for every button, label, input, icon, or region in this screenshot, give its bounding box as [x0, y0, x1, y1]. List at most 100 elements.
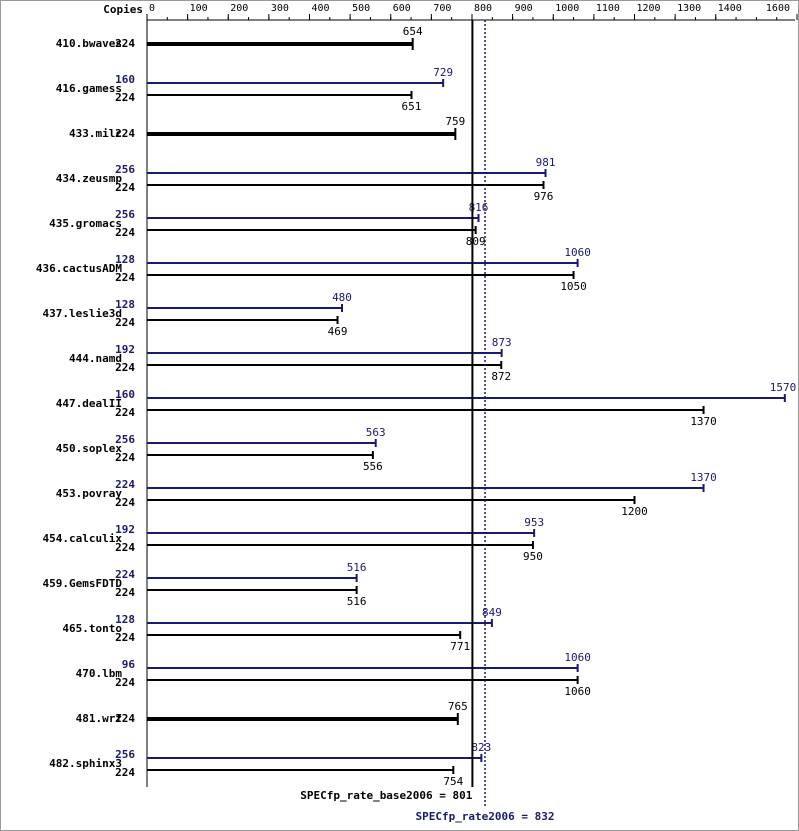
x-tick-label: 400 — [312, 3, 330, 14]
value-label: 849 — [482, 606, 502, 619]
x-tick-label: 200 — [230, 3, 248, 14]
x-tick-label: 1400 — [718, 3, 742, 14]
value-label: 556 — [363, 460, 383, 473]
copies-label: 224 — [115, 496, 135, 509]
copies-label: 192 — [115, 343, 135, 356]
value-label: 1060 — [564, 685, 591, 698]
copies-label: 224 — [115, 361, 135, 374]
copies-label: 160 — [115, 388, 135, 401]
copies-label: 224 — [115, 181, 135, 194]
category-label: 434.zeusmp — [56, 172, 123, 185]
category-label: 444.namd — [69, 352, 122, 365]
copies-label: 128 — [115, 253, 135, 266]
value-label: 950 — [523, 550, 543, 563]
copies-label: 256 — [115, 163, 135, 176]
category-label: 465.tonto — [62, 622, 122, 635]
copies-label: 224 — [115, 226, 135, 239]
copies-label: 224 — [115, 541, 135, 554]
value-label: 759 — [445, 115, 465, 128]
value-label: 771 — [450, 640, 470, 653]
category-label: 447.dealII — [56, 397, 122, 410]
copies-label: 224 — [115, 586, 135, 599]
copies-label: 256 — [115, 208, 135, 221]
copies-label: 128 — [115, 298, 135, 311]
x-tick-label: 600 — [393, 3, 411, 14]
value-label: 873 — [492, 336, 512, 349]
value-label: 654 — [403, 25, 423, 38]
category-label: 437.leslie3d — [43, 307, 122, 320]
value-label: 480 — [332, 291, 352, 304]
copies-label: 224 — [115, 712, 135, 725]
category-label: 436.cactusADM — [36, 262, 122, 275]
value-label: 516 — [347, 561, 367, 574]
copies-label: 128 — [115, 613, 135, 626]
copies-label: 224 — [115, 676, 135, 689]
x-tick-label: 500 — [352, 3, 370, 14]
copies-label: 96 — [122, 658, 136, 671]
value-label: 953 — [524, 516, 544, 529]
copies-label: 256 — [115, 748, 135, 761]
copies-label: 224 — [115, 37, 135, 50]
x-tick-label: 1600 — [766, 3, 790, 14]
value-label: 563 — [366, 426, 386, 439]
reference-label: SPECfp_rate2006 = 832 — [415, 810, 554, 823]
category-label: 482.sphinx3 — [49, 757, 122, 770]
copies-label: 160 — [115, 73, 135, 86]
value-label: 1050 — [560, 280, 587, 293]
copies-label: 224 — [115, 451, 135, 464]
value-label: 809 — [466, 235, 486, 248]
category-label: 454.calculix — [43, 532, 123, 545]
category-label: 481.wrf — [76, 712, 122, 725]
x-tick-label: 100 — [190, 3, 208, 14]
value-label: 729 — [433, 66, 453, 79]
copies-label: 224 — [115, 478, 135, 491]
value-label: 1570 — [770, 381, 797, 394]
category-label: 450.soplex — [56, 442, 123, 455]
x-tick-label: 700 — [433, 3, 451, 14]
x-tick-label: 1000 — [555, 3, 579, 14]
category-label: 453.povray — [56, 487, 123, 500]
value-label: 1370 — [690, 471, 717, 484]
value-label: 872 — [491, 370, 511, 383]
value-label: 469 — [328, 325, 348, 338]
value-label: 1200 — [621, 505, 648, 518]
copies-header: Copies — [103, 3, 143, 16]
category-label: 410.bwaves — [56, 37, 122, 50]
value-label: 651 — [402, 100, 422, 113]
copies-label: 224 — [115, 568, 135, 581]
value-label: 1370 — [690, 415, 717, 428]
value-label: 754 — [443, 775, 463, 788]
x-tick-label: 1200 — [637, 3, 661, 14]
reference-label: SPECfp_rate_base2006 = 801 — [300, 789, 473, 802]
category-label: 416.gamess — [56, 82, 122, 95]
copies-label: 224 — [115, 406, 135, 419]
value-label: 823 — [471, 741, 491, 754]
x-tick-label: 0 — [149, 3, 155, 14]
value-label: 816 — [469, 201, 489, 214]
value-label: 516 — [347, 595, 367, 608]
value-label: 1060 — [564, 246, 591, 259]
value-label: 765 — [448, 700, 468, 713]
category-label: 470.lbm — [76, 667, 123, 680]
x-tick-label: 300 — [271, 3, 289, 14]
copies-label: 224 — [115, 766, 135, 779]
category-label: 433.milc — [69, 127, 122, 140]
copies-label: 224 — [115, 91, 135, 104]
copies-label: 224 — [115, 271, 135, 284]
x-tick-label: 900 — [515, 3, 533, 14]
category-label: 459.GemsFDTD — [43, 577, 123, 590]
x-tick-label: 1300 — [677, 3, 701, 14]
copies-label: 224 — [115, 127, 135, 140]
value-label: 976 — [534, 190, 554, 203]
copies-label: 224 — [115, 631, 135, 644]
copies-label: 256 — [115, 433, 135, 446]
copies-label: 192 — [115, 523, 135, 536]
category-label: 435.gromacs — [49, 217, 122, 230]
value-label: 981 — [536, 156, 556, 169]
copies-label: 224 — [115, 316, 135, 329]
value-label: 1060 — [564, 651, 591, 664]
x-tick-label: 1100 — [596, 3, 620, 14]
x-tick-label: 800 — [474, 3, 492, 14]
